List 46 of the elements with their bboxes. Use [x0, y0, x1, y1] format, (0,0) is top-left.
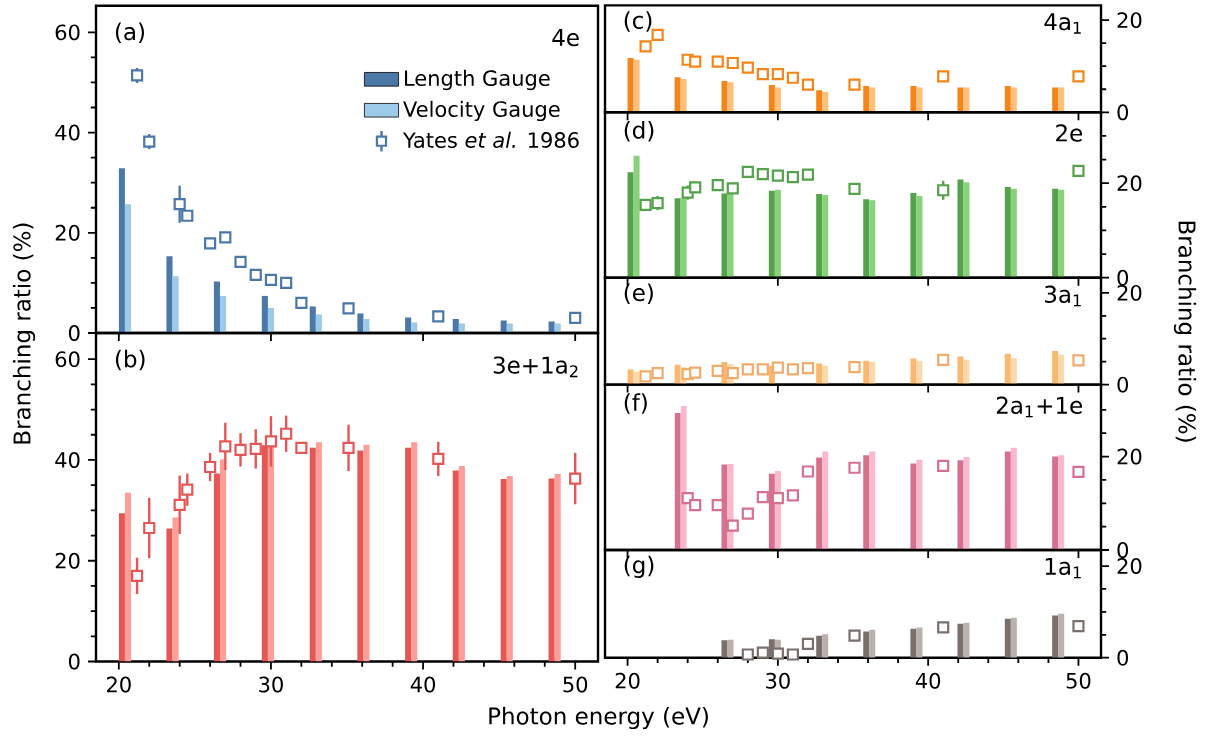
y-tick-label: 0 — [68, 653, 80, 670]
x-tick-label: 50 — [563, 676, 588, 693]
y2-tick-label: 0 — [1117, 542, 1129, 558]
annotation: (b) — [115, 349, 145, 371]
annotation: (g) — [624, 555, 654, 578]
y-tick-label: 0 — [68, 325, 80, 341]
y2-tick-label: 0 — [1117, 104, 1129, 121]
y-tick-label: 40 — [55, 124, 80, 141]
annotation: 4a$_{1}$ — [1044, 13, 1081, 34]
legend-label: Length Gauge — [405, 69, 550, 91]
annotation: (e) — [624, 283, 653, 304]
x-tick-label: 20 — [615, 672, 640, 689]
x-tick-label: 50 — [1066, 672, 1091, 689]
annotation: (d) — [624, 120, 654, 142]
annotation: 3a$_{1}$ — [1045, 285, 1081, 307]
y2-tick-label: 20 — [1117, 284, 1142, 301]
annotation: 4e — [552, 29, 579, 47]
annotation: (c) — [624, 11, 652, 32]
y2-tick-label: 0 — [1117, 649, 1129, 666]
annotation: 2a$_{1}$+1e — [996, 396, 1083, 418]
annotation: 3e+1a$_{2}$ — [493, 356, 578, 378]
x-tick-label: 20 — [107, 676, 131, 693]
y-axis-title: Branching ratio (%) — [12, 223, 36, 444]
annotation: 1a$_{1}$ — [1045, 557, 1081, 579]
annotation: (a) — [115, 22, 145, 44]
y-tick-label: 20 — [55, 224, 80, 241]
y2-tick-label: 20 — [1117, 12, 1142, 29]
y2-tick-label: 20 — [1117, 448, 1142, 465]
y2-tick-label: 0 — [1117, 269, 1129, 286]
y-tick-label: 40 — [55, 452, 80, 468]
x-tick-label: 40 — [915, 672, 941, 689]
y-tick-label: 20 — [55, 552, 80, 569]
legend-label: Yates et al. 1986 — [402, 131, 579, 148]
y-tick-label: 60 — [55, 24, 80, 41]
legend-label: Velocity Gauge — [403, 100, 560, 122]
y2-axis-title: Branching ratio (%) — [1173, 221, 1197, 442]
y-tick-label: 60 — [55, 351, 80, 368]
x-tick-label: 30 — [259, 676, 283, 693]
annotation: 2e — [1056, 124, 1083, 142]
x-tick-label: 30 — [766, 672, 790, 689]
y2-tick-label: 0 — [1117, 376, 1129, 393]
y2-tick-label: 20 — [1117, 558, 1142, 574]
x-axis-title: Photon energy (eV) — [489, 706, 708, 730]
y2-tick-label: 20 — [1117, 175, 1142, 192]
annotation: (f) — [624, 393, 647, 414]
x-tick-label: 40 — [410, 676, 436, 693]
